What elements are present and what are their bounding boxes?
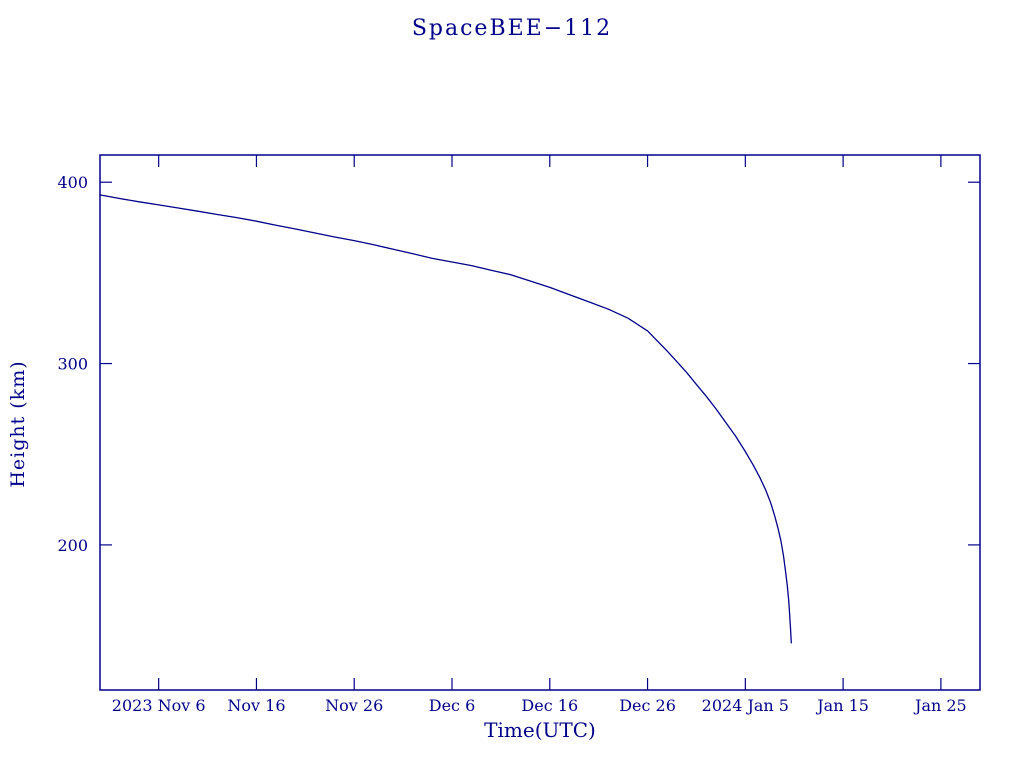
decay-curve [99,194,792,644]
x-axis-label: Time(UTC) [484,718,596,742]
x-tick-label: Jan 25 [913,696,967,715]
x-tick-label: 2023 Nov 6 [112,696,206,715]
x-tick-label: Dec 16 [521,696,578,715]
x-tick-label: Nov 16 [227,696,285,715]
y-axis-label: Height (km) [7,360,29,488]
y-tick-label: 300 [57,355,88,374]
x-tick-label: Dec 26 [619,696,676,715]
chart-frame [99,154,981,691]
x-tick-label: 2024 Jan 5 [702,696,789,715]
chart-title: SpaceBEE−112 [411,16,613,41]
x-tick-label: Nov 26 [325,696,383,715]
y-tick-label: 200 [57,536,88,555]
x-tick-label: Dec 6 [429,696,476,715]
y-tick-label: 400 [57,173,88,192]
x-tick-label: Jan 15 [815,696,869,715]
